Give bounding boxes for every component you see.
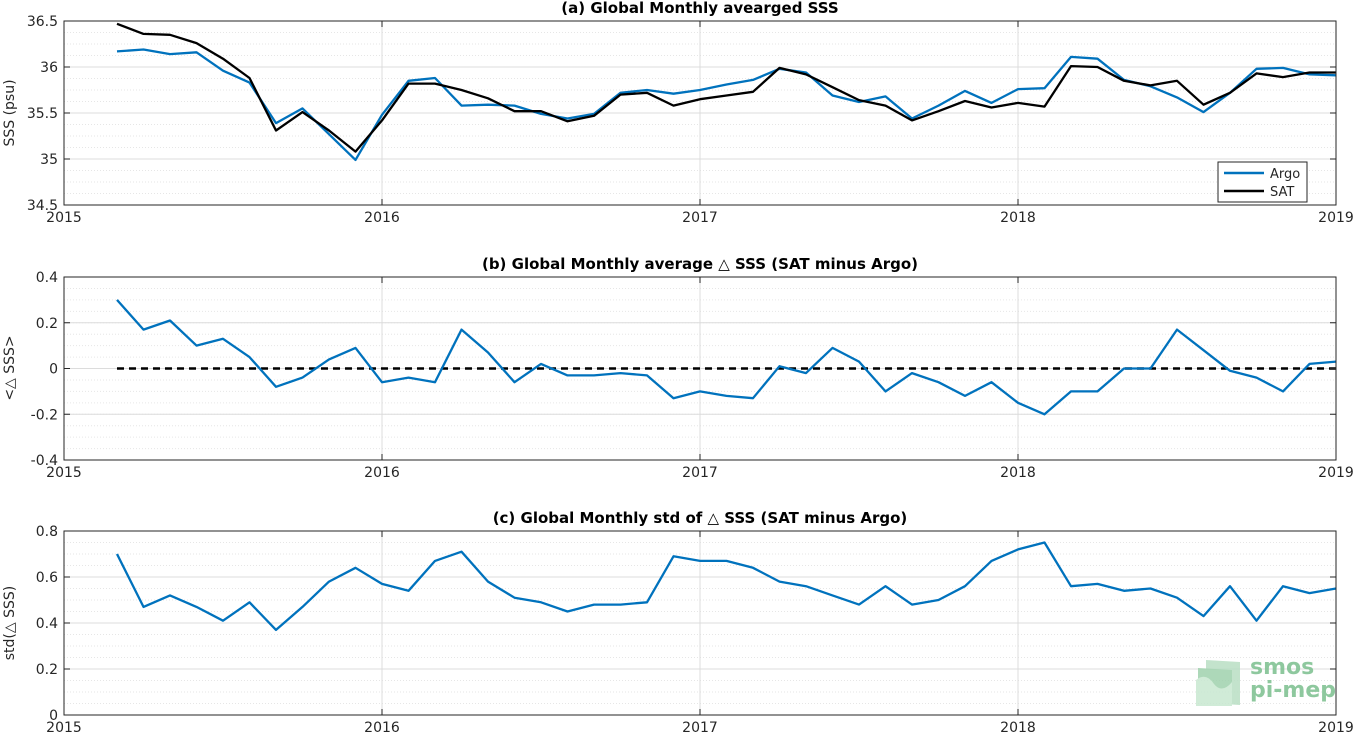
y-tick-label: 0.8 xyxy=(36,524,58,540)
series-line-series-0 xyxy=(116,299,1337,416)
chart-c-ylabel: std(△ SSS) xyxy=(2,586,18,660)
chart-a-plot: 34.5 35 35.5 36 36.5 2015 2016 2017 2018 2019 xyxy=(27,14,1354,226)
y-tick-label: 36.5 xyxy=(27,14,58,30)
x-tick-label: 2017 xyxy=(682,720,718,736)
y-tick-label: 0 xyxy=(49,362,58,378)
logo-mark-icon xyxy=(1196,660,1240,706)
x-tick-label: 2015 xyxy=(46,465,82,481)
legend-label-argo: Argo xyxy=(1270,167,1300,182)
x-tick-label: 2016 xyxy=(364,210,400,226)
x-tick-label: 2018 xyxy=(1000,210,1036,226)
x-tick-label: 2017 xyxy=(682,210,718,226)
series-line-argo xyxy=(116,48,1337,162)
smos-pimep-logo: smos pi-mep xyxy=(1196,655,1336,706)
series-line-sat xyxy=(116,22,1336,153)
chart-a-ylabel: SSS (psu) xyxy=(2,79,18,146)
y-tick-label: 0.2 xyxy=(36,662,58,678)
legend-label-sat: SAT xyxy=(1270,185,1294,200)
x-tick-label: 2018 xyxy=(1000,465,1036,481)
series-line-series-0 xyxy=(115,541,1337,632)
y-tick-label: 0.2 xyxy=(36,316,58,332)
x-tick-label: 2019 xyxy=(1318,720,1354,736)
logo-text-pimep: pi-mep xyxy=(1250,678,1336,703)
x-tick-label: 2015 xyxy=(46,720,82,736)
y-tick-label: 0.6 xyxy=(36,570,58,586)
y-tick-label: 35.5 xyxy=(27,106,58,122)
chart-c-plot: 0 0.2 0.4 0.6 0.8 2015 2016 2017 2018 2019 xyxy=(36,524,1354,736)
chart-a-legend: Argo SAT xyxy=(1217,161,1308,203)
chart-a-title: (a) Global Monthly avearged SSS xyxy=(561,0,838,17)
x-tick-label: 2018 xyxy=(1000,720,1036,736)
y-tick-label: 36 xyxy=(40,60,58,76)
logo-text-smos: smos xyxy=(1250,655,1314,680)
y-tick-label: 0.4 xyxy=(36,270,58,286)
chart-b-plot: -0.4 -0.2 0 0.2 0.4 2015 2016 2017 2018 2019 xyxy=(31,270,1354,481)
y-tick-label: -0.2 xyxy=(31,407,58,423)
y-tick-label: -0.4 xyxy=(31,453,58,469)
y-tick-label: 0.4 xyxy=(36,616,58,632)
y-tick-label: 35 xyxy=(40,152,58,168)
y-tick-label: 34.5 xyxy=(27,198,58,214)
x-tick-label: 2016 xyxy=(364,465,400,481)
x-tick-label: 2019 xyxy=(1318,465,1354,481)
x-tick-label: 2015 xyxy=(46,210,82,226)
chart-c-title: (c) Global Monthly std of △ SSS (SAT min… xyxy=(493,509,908,527)
x-tick-label: 2016 xyxy=(364,720,400,736)
x-tick-label: 2019 xyxy=(1318,210,1354,226)
x-tick-label: 2017 xyxy=(682,465,718,481)
chart-b-title: (b) Global Monthly average △ SSS (SAT mi… xyxy=(482,255,918,273)
y-tick-label: 0 xyxy=(49,708,58,724)
chart-b-ylabel: <△ SSS> xyxy=(2,335,18,400)
